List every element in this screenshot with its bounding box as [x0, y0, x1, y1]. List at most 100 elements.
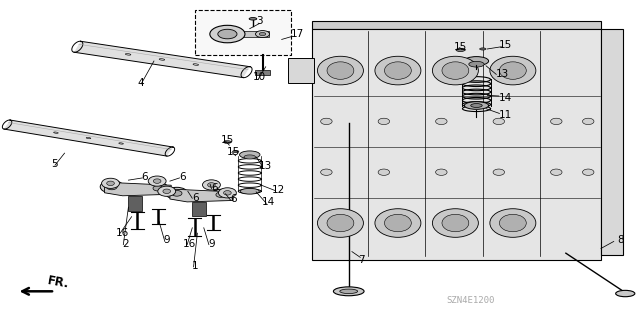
- Ellipse shape: [239, 151, 260, 159]
- Ellipse shape: [490, 209, 536, 237]
- Ellipse shape: [240, 189, 259, 194]
- FancyBboxPatch shape: [255, 70, 270, 75]
- Polygon shape: [221, 31, 269, 37]
- Polygon shape: [312, 29, 601, 260]
- Ellipse shape: [119, 143, 124, 144]
- Text: 6: 6: [211, 183, 218, 193]
- Ellipse shape: [107, 181, 115, 186]
- Text: 9: 9: [163, 235, 170, 246]
- Ellipse shape: [582, 169, 594, 175]
- Ellipse shape: [249, 18, 257, 20]
- Text: 15: 15: [227, 146, 241, 157]
- Ellipse shape: [223, 141, 231, 144]
- Ellipse shape: [327, 214, 354, 232]
- Text: 16: 16: [115, 227, 129, 238]
- FancyBboxPatch shape: [127, 196, 142, 211]
- Ellipse shape: [340, 289, 358, 293]
- Ellipse shape: [218, 188, 236, 198]
- Ellipse shape: [54, 132, 58, 133]
- Ellipse shape: [172, 190, 182, 196]
- Text: 6: 6: [179, 172, 186, 182]
- Text: 15: 15: [221, 136, 234, 145]
- Text: 13: 13: [495, 69, 509, 79]
- Ellipse shape: [207, 183, 215, 187]
- Ellipse shape: [490, 56, 536, 85]
- Ellipse shape: [493, 118, 504, 124]
- Ellipse shape: [550, 118, 562, 124]
- Ellipse shape: [216, 192, 225, 197]
- Text: FR.: FR.: [47, 274, 70, 290]
- Text: 14: 14: [262, 197, 276, 207]
- Ellipse shape: [479, 48, 486, 50]
- Ellipse shape: [433, 56, 478, 85]
- Ellipse shape: [385, 214, 412, 232]
- Ellipse shape: [158, 186, 175, 196]
- Ellipse shape: [317, 209, 364, 237]
- Polygon shape: [312, 21, 601, 29]
- Polygon shape: [288, 58, 314, 83]
- Ellipse shape: [442, 214, 468, 232]
- Ellipse shape: [153, 186, 163, 191]
- Text: 11: 11: [499, 110, 512, 120]
- Ellipse shape: [442, 62, 468, 79]
- Ellipse shape: [163, 189, 171, 194]
- Ellipse shape: [321, 118, 332, 124]
- Text: 6: 6: [230, 194, 237, 204]
- Text: 16: 16: [182, 239, 196, 249]
- Ellipse shape: [385, 62, 412, 79]
- Ellipse shape: [375, 209, 421, 237]
- Ellipse shape: [465, 102, 488, 109]
- Text: 6: 6: [192, 193, 199, 203]
- Ellipse shape: [499, 214, 526, 232]
- Text: 17: 17: [291, 29, 304, 39]
- Ellipse shape: [259, 33, 266, 36]
- Text: 6: 6: [141, 172, 148, 182]
- Ellipse shape: [436, 118, 447, 124]
- Ellipse shape: [100, 181, 124, 193]
- Text: 15: 15: [499, 40, 512, 50]
- Ellipse shape: [223, 191, 231, 195]
- Ellipse shape: [321, 169, 332, 175]
- Ellipse shape: [193, 64, 198, 65]
- Text: 9: 9: [208, 239, 215, 249]
- Ellipse shape: [154, 179, 161, 183]
- Text: SZN4E1200: SZN4E1200: [446, 296, 494, 305]
- Ellipse shape: [433, 209, 478, 237]
- Ellipse shape: [102, 178, 120, 189]
- Ellipse shape: [436, 169, 447, 175]
- Ellipse shape: [210, 25, 245, 43]
- Ellipse shape: [378, 118, 390, 124]
- Text: 15: 15: [454, 42, 467, 52]
- Text: 4: 4: [138, 78, 145, 88]
- Text: 5: 5: [52, 159, 58, 169]
- Ellipse shape: [317, 56, 364, 85]
- Polygon shape: [4, 120, 173, 156]
- Ellipse shape: [499, 62, 526, 79]
- Text: 12: 12: [272, 185, 285, 195]
- Ellipse shape: [166, 187, 188, 199]
- Ellipse shape: [202, 180, 220, 190]
- Ellipse shape: [378, 169, 390, 175]
- Ellipse shape: [86, 137, 91, 139]
- Polygon shape: [170, 189, 233, 202]
- Text: 1: 1: [192, 261, 199, 271]
- Text: 10: 10: [253, 72, 266, 82]
- Ellipse shape: [148, 182, 168, 194]
- Text: 14: 14: [499, 93, 512, 103]
- Ellipse shape: [106, 184, 117, 190]
- Ellipse shape: [550, 169, 562, 175]
- Ellipse shape: [493, 169, 504, 175]
- Polygon shape: [104, 182, 172, 196]
- Polygon shape: [601, 29, 623, 255]
- Ellipse shape: [255, 31, 269, 38]
- Ellipse shape: [616, 290, 635, 297]
- Ellipse shape: [159, 59, 164, 60]
- Ellipse shape: [244, 155, 255, 159]
- Ellipse shape: [582, 118, 594, 124]
- Text: 7: 7: [358, 255, 365, 264]
- Ellipse shape: [148, 176, 166, 186]
- Ellipse shape: [465, 56, 488, 65]
- Polygon shape: [74, 41, 250, 78]
- Text: 2: 2: [122, 239, 129, 249]
- Text: 13: 13: [259, 161, 273, 171]
